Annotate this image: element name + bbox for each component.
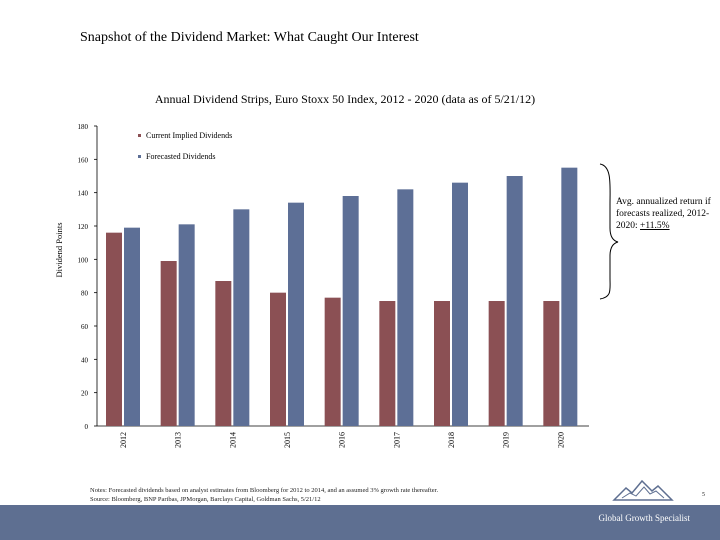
y-tick-label: 140	[78, 190, 89, 198]
chart-title: Annual Dividend Strips, Euro Stoxx 50 In…	[154, 92, 536, 106]
bar-forecasted	[452, 182, 468, 426]
y-tick-label: 80	[81, 290, 89, 298]
bar-current-implied	[434, 301, 450, 426]
bar-forecasted	[233, 209, 250, 426]
bar-forecasted	[561, 167, 578, 426]
bar-current-implied	[324, 297, 341, 426]
dividend-bar-chart: 0 20 40 60 80 100 120 140 160 180 Dividend Points 2…	[54, 123, 619, 448]
bar-current-implied	[543, 301, 560, 426]
bar-forecasted	[288, 202, 304, 426]
page-number: 5	[702, 492, 705, 498]
y-tick-label: 100	[78, 256, 89, 264]
bar-current-implied	[270, 292, 286, 426]
bar-current-implied	[160, 261, 177, 426]
legend-marker-current	[138, 134, 141, 137]
return-annotation: Avg. annualized return if forecasts real…	[616, 196, 718, 232]
bar-forecasted	[178, 224, 195, 426]
notes: Notes: Forecasted dividends based on ana…	[90, 486, 438, 504]
x-tick-label: 2020	[556, 432, 565, 448]
footer-bar: Global Growth Specialist	[0, 505, 720, 540]
slide-title: Snapshot of the Dividend Market: What Ca…	[80, 30, 419, 45]
y-tick-label: 120	[78, 223, 89, 231]
x-tick-label: 2016	[338, 432, 347, 448]
annotation-text: Avg. annualized return if forecasts real…	[616, 197, 711, 231]
y-tick-label: 180	[78, 123, 89, 131]
brace	[599, 163, 619, 300]
footer-text: Global Growth Specialist	[598, 513, 691, 523]
bar-forecasted	[124, 227, 140, 426]
legend-label: Current Implied Dividends	[146, 131, 232, 140]
bar-current-implied	[106, 232, 122, 426]
bar-forecasted	[397, 189, 414, 426]
bar-current-implied	[488, 301, 505, 426]
y-tick-label: 160	[78, 156, 89, 164]
annotation-return: +11.5%	[640, 221, 670, 231]
x-tick-label: 2017	[392, 432, 401, 448]
x-tick-label: 2019	[502, 432, 511, 448]
x-tick-label: 2018	[447, 432, 456, 448]
x-tick-label: 2014	[228, 432, 237, 448]
y-tick-label: 60	[81, 323, 89, 331]
bar-forecasted	[506, 176, 523, 426]
notes-line-1: Notes: Forecasted dividends based on ana…	[90, 487, 439, 494]
notes-line-2: Source: Bloomberg, BNP Paribas, JPMorgan…	[90, 496, 321, 503]
y-tick-label: 20	[81, 390, 89, 398]
y-tick-label: 40	[81, 356, 89, 364]
mountain-logo-icon	[612, 479, 674, 501]
legend-label: Forecasted Dividends	[146, 152, 216, 161]
x-tick-label: 2012	[119, 432, 128, 448]
x-tick-label: 2015	[283, 432, 292, 448]
bar-current-implied	[215, 281, 232, 426]
bar-forecasted	[342, 196, 359, 426]
x-tick-label: 2013	[174, 432, 183, 448]
y-tick-label: 0	[85, 423, 89, 431]
y-axis-label: Dividend Points	[54, 222, 64, 277]
legend-marker-forecast	[138, 155, 141, 158]
bar-current-implied	[379, 301, 396, 426]
